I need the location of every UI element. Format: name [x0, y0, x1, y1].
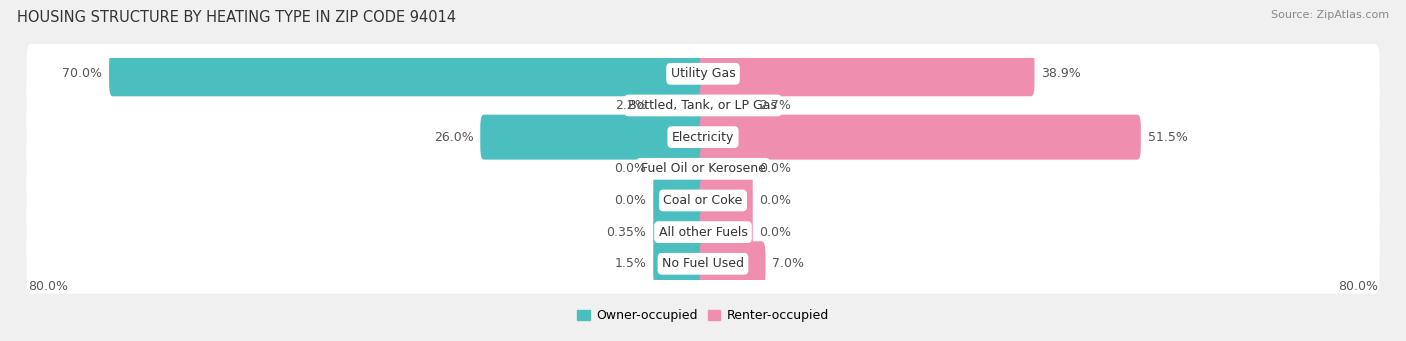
FancyBboxPatch shape [654, 83, 706, 128]
Text: 2.7%: 2.7% [759, 99, 792, 112]
FancyBboxPatch shape [700, 83, 752, 128]
FancyBboxPatch shape [654, 241, 706, 286]
FancyBboxPatch shape [27, 76, 1379, 135]
Text: Electricity: Electricity [672, 131, 734, 144]
Text: 2.2%: 2.2% [614, 99, 647, 112]
Text: 0.0%: 0.0% [614, 194, 647, 207]
Text: No Fuel Used: No Fuel Used [662, 257, 744, 270]
Text: 0.0%: 0.0% [759, 194, 792, 207]
FancyBboxPatch shape [700, 146, 752, 191]
Text: All other Fuels: All other Fuels [658, 226, 748, 239]
Text: Bottled, Tank, or LP Gas: Bottled, Tank, or LP Gas [628, 99, 778, 112]
Text: 0.0%: 0.0% [614, 162, 647, 175]
FancyBboxPatch shape [654, 146, 706, 191]
Text: 0.35%: 0.35% [606, 226, 647, 239]
FancyBboxPatch shape [481, 115, 706, 160]
Text: 26.0%: 26.0% [434, 131, 474, 144]
FancyBboxPatch shape [700, 115, 1140, 160]
Text: 1.5%: 1.5% [614, 257, 647, 270]
FancyBboxPatch shape [700, 241, 765, 286]
Text: 38.9%: 38.9% [1042, 67, 1081, 80]
FancyBboxPatch shape [700, 210, 752, 255]
FancyBboxPatch shape [27, 171, 1379, 230]
FancyBboxPatch shape [700, 51, 1035, 96]
Text: 0.0%: 0.0% [759, 226, 792, 239]
Legend: Owner-occupied, Renter-occupied: Owner-occupied, Renter-occupied [578, 309, 828, 322]
FancyBboxPatch shape [654, 210, 706, 255]
Text: 80.0%: 80.0% [28, 280, 67, 293]
Text: HOUSING STRUCTURE BY HEATING TYPE IN ZIP CODE 94014: HOUSING STRUCTURE BY HEATING TYPE IN ZIP… [17, 10, 456, 25]
Text: 51.5%: 51.5% [1147, 131, 1188, 144]
FancyBboxPatch shape [27, 202, 1379, 262]
FancyBboxPatch shape [27, 234, 1379, 294]
Text: 70.0%: 70.0% [62, 67, 103, 80]
Text: 7.0%: 7.0% [772, 257, 804, 270]
Text: Source: ZipAtlas.com: Source: ZipAtlas.com [1271, 10, 1389, 20]
FancyBboxPatch shape [700, 178, 752, 223]
Text: 80.0%: 80.0% [1339, 280, 1378, 293]
Text: Utility Gas: Utility Gas [671, 67, 735, 80]
Text: Coal or Coke: Coal or Coke [664, 194, 742, 207]
FancyBboxPatch shape [27, 107, 1379, 167]
Text: Fuel Oil or Kerosene: Fuel Oil or Kerosene [641, 162, 765, 175]
FancyBboxPatch shape [27, 139, 1379, 198]
FancyBboxPatch shape [27, 44, 1379, 104]
FancyBboxPatch shape [110, 51, 706, 96]
Text: 0.0%: 0.0% [759, 162, 792, 175]
FancyBboxPatch shape [654, 178, 706, 223]
